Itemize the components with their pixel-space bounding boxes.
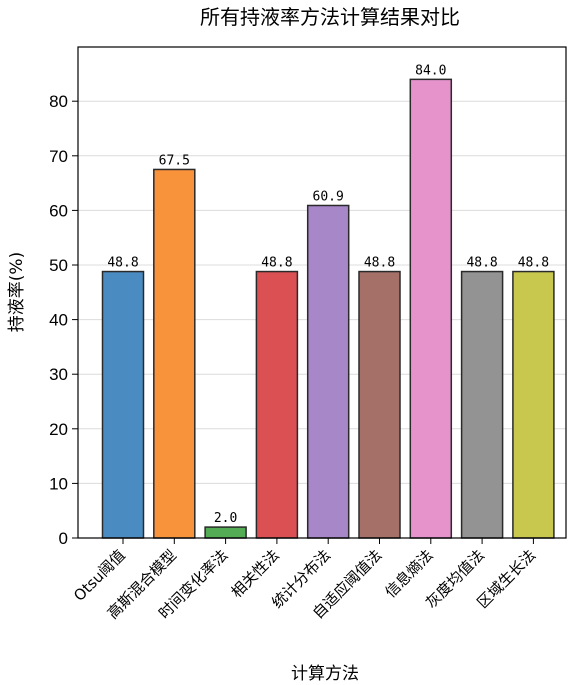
y-tick-label: 70 [49, 147, 68, 166]
bar-value-label: 48.8 [107, 256, 138, 271]
bar [153, 168, 196, 539]
bar [460, 270, 504, 539]
y-tick-label: 60 [49, 201, 68, 220]
bar [101, 270, 145, 539]
bar-value-label: 84.0 [415, 63, 446, 78]
y-axis: 0 10 20 30 40 50 60 70 80 [49, 92, 78, 548]
x-axis-label: 计算方法 [291, 664, 359, 684]
y-tick-label: 0 [59, 529, 68, 548]
chart-title: 所有持液率方法计算结果对比 [200, 5, 460, 29]
y-tick-label: 50 [49, 256, 68, 275]
bar [409, 78, 453, 539]
bar-value-label: 67.5 [159, 153, 190, 168]
y-tick-label: 20 [49, 420, 68, 439]
plot-frame [77, 46, 567, 539]
bar [204, 526, 247, 539]
bar [255, 270, 299, 539]
bar-value-label: 48.8 [466, 256, 497, 271]
bars [101, 78, 555, 539]
y-tick-label: 10 [49, 474, 68, 493]
bar [512, 270, 555, 539]
y-tick-label: 40 [49, 311, 68, 330]
bar-value-label: 48.8 [364, 256, 395, 271]
data-labels: 48.8 67.5 2.0 48.8 60.9 48.8 84.0 48.8 48.8 [107, 63, 549, 526]
y-axis-label: 持液率(%) [7, 252, 27, 332]
bar-value-label: 2.0 [214, 511, 237, 526]
y-tick-label: 30 [49, 365, 68, 384]
x-axis: Otsu阈值高斯混合模型时间变化率法相关性法统计分布法自适应阈值法信息熵法灰度均… [70, 538, 539, 622]
bar-value-label: 48.8 [261, 256, 292, 271]
bar-value-label: 60.9 [313, 189, 344, 204]
bar [306, 204, 350, 539]
y-tick-label: 80 [49, 92, 68, 111]
bar-value-label: 48.8 [518, 256, 549, 271]
bar [358, 270, 401, 539]
